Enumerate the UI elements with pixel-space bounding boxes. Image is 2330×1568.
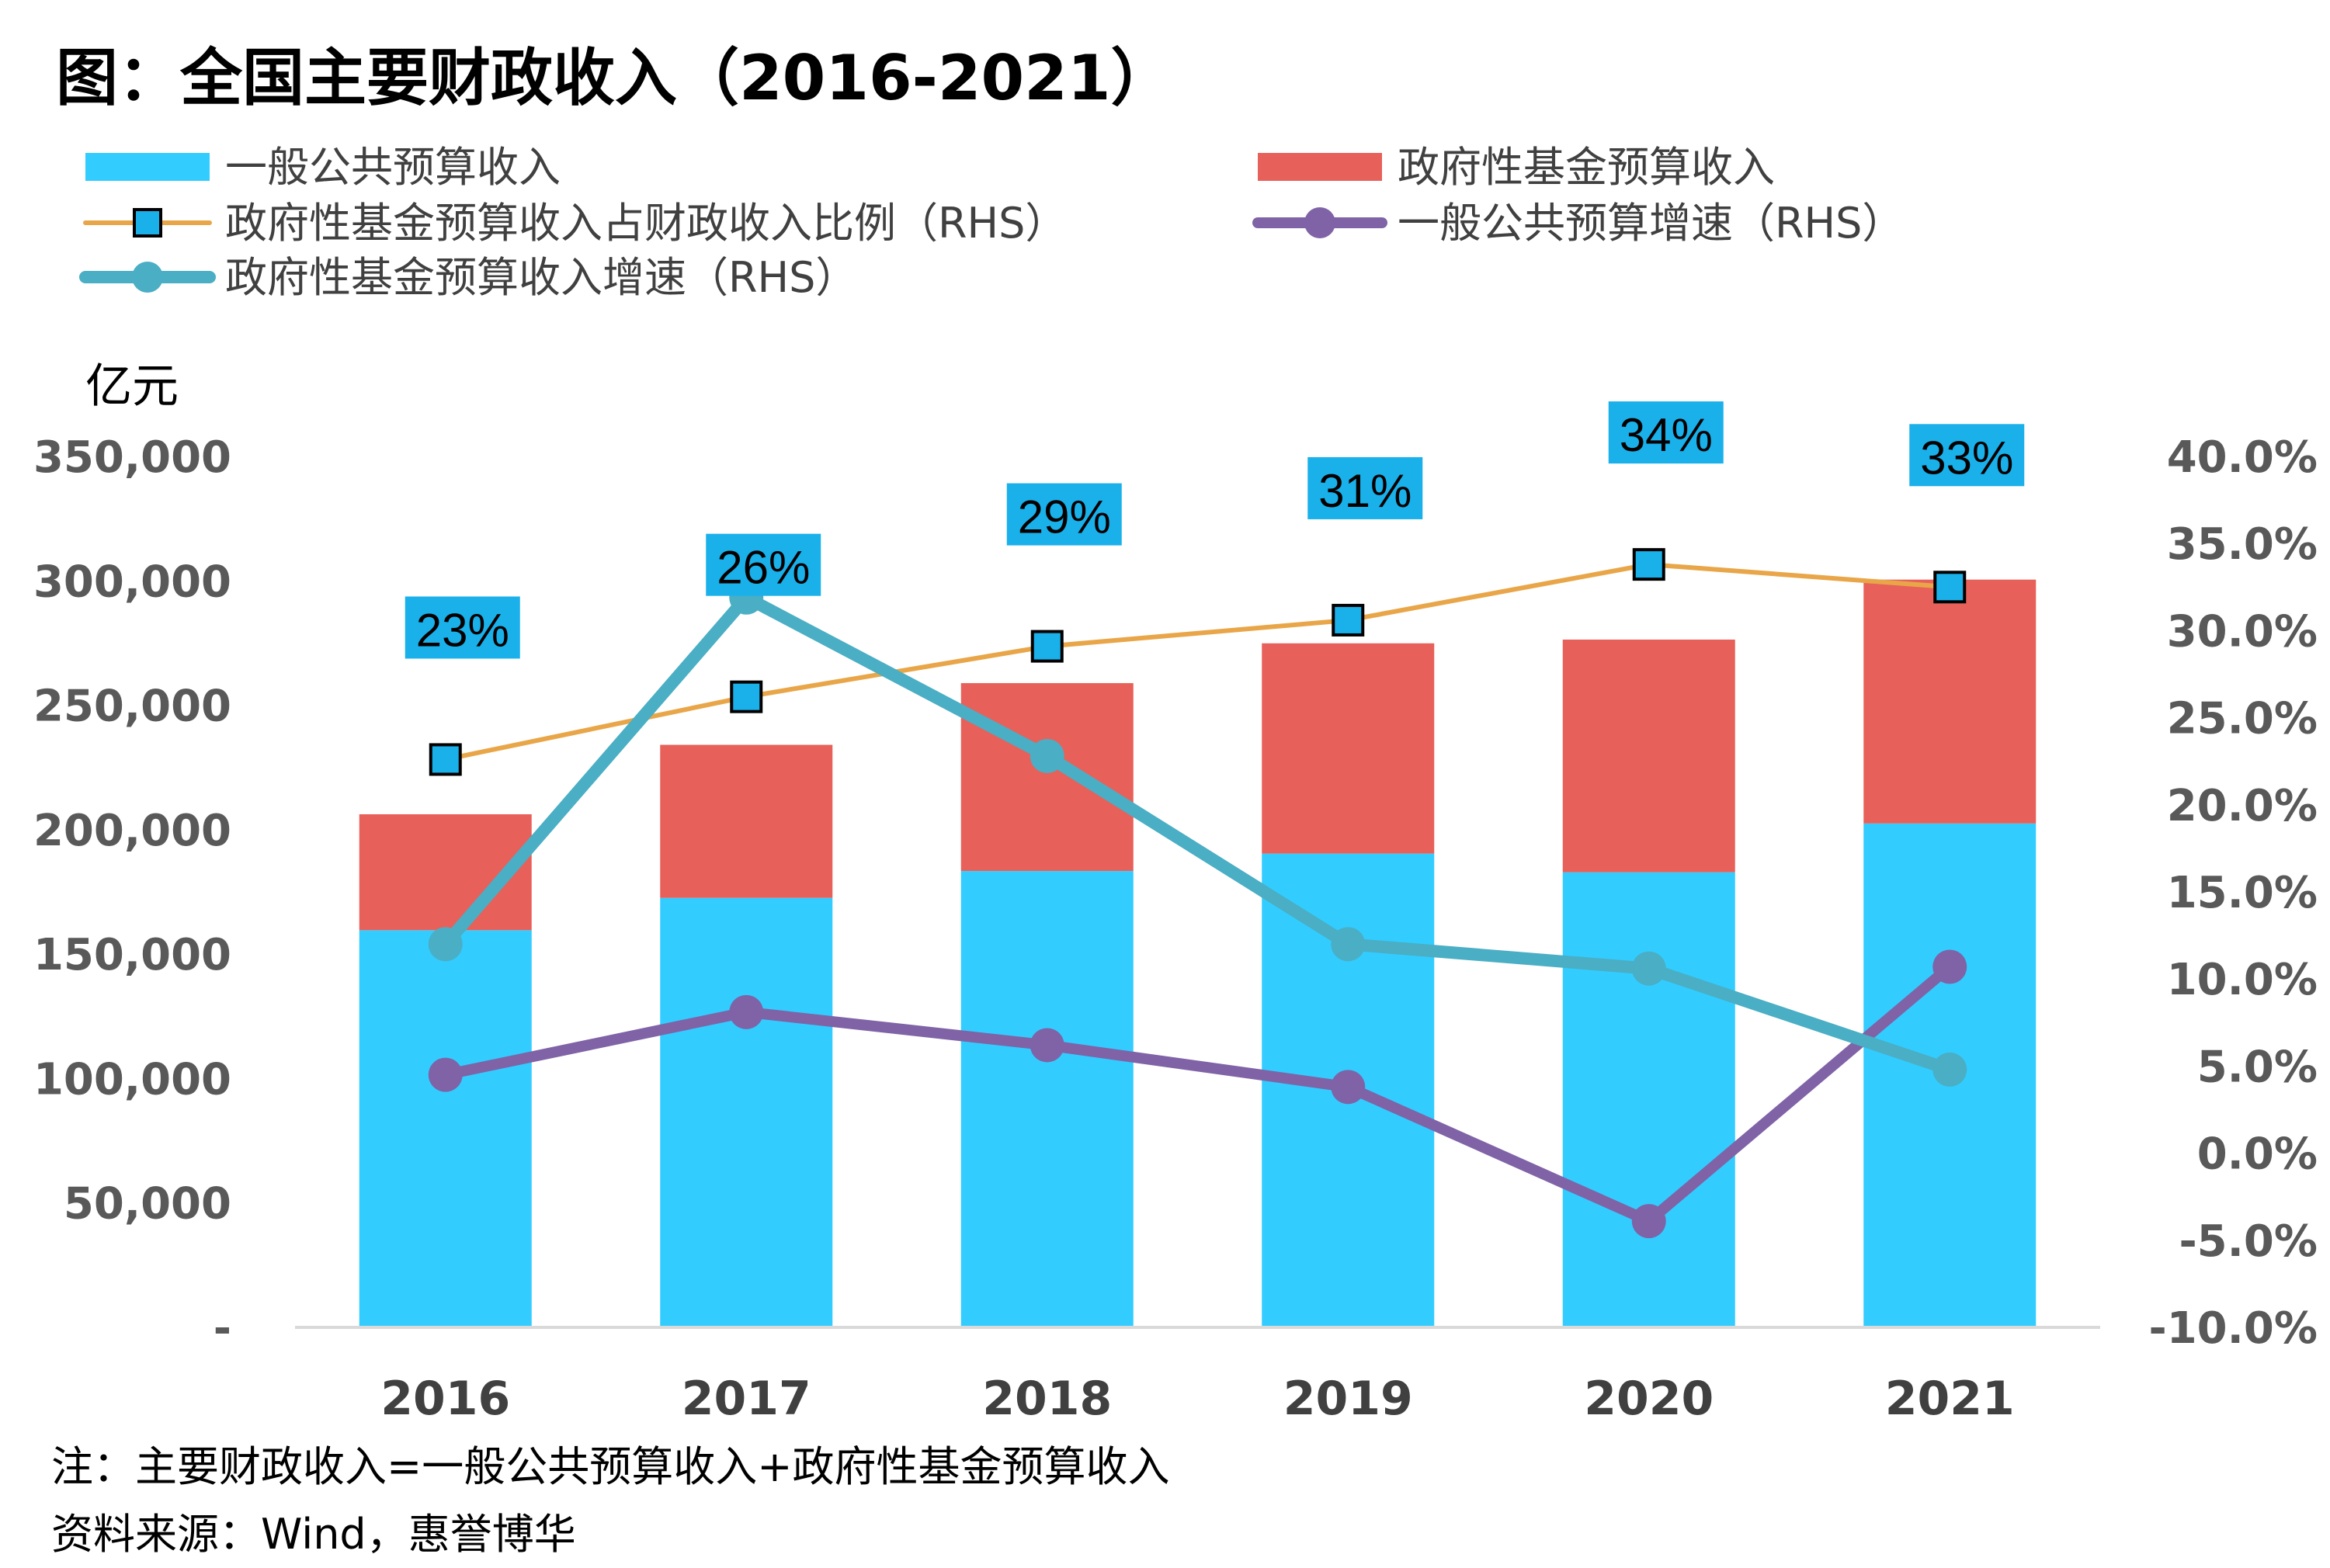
- bar-fund-2017: [660, 744, 833, 898]
- line-series-1: [443, 562, 1953, 762]
- line-point-3-2018: [1030, 738, 1064, 773]
- ratio-label-2018: 29%: [1018, 491, 1111, 543]
- x-tick-label: 2019: [1283, 1372, 1413, 1426]
- ratio-point-2017: [730, 680, 763, 713]
- left-axis-unit: 亿元: [85, 359, 179, 414]
- bar-general-2020: [1562, 872, 1735, 1327]
- line-point-3-2016: [428, 927, 463, 962]
- ratio-label-box-2017: [706, 533, 821, 596]
- left-tick-label: 50,000: [64, 1179, 231, 1230]
- chart-title: 图：全国主要财政收入（2016-2021）: [56, 42, 1173, 114]
- ratio-label-box-2021: [1909, 424, 2025, 487]
- bar-fund-2021: [1863, 579, 2037, 824]
- line-point-2-2019: [1331, 1070, 1366, 1105]
- legend-label: 政府性基金预算收入: [1398, 143, 1775, 192]
- ratio-label-2021: 33%: [1920, 432, 2013, 484]
- ratio-labels: 23% 26% 29% 31% 34% 33%: [405, 401, 2025, 659]
- bar-fund-2018: [960, 683, 1134, 872]
- x-tick-label: 2017: [682, 1372, 811, 1426]
- legend-label: 一般公共预算收入: [225, 143, 561, 192]
- line-point-2-2018: [1030, 1028, 1064, 1063]
- legend-marker: [133, 208, 162, 238]
- ratio-point-2016: [429, 743, 462, 776]
- ratio-label-box-2019: [1307, 456, 1423, 519]
- left-tick-label: 200,000: [33, 806, 231, 856]
- right-tick-label: 15.0%: [2167, 868, 2318, 918]
- legend-item-2: 政府性基金预算收入: [1258, 143, 1775, 192]
- line-point-2-2017: [729, 994, 764, 1029]
- right-tick-label: 20.0%: [2167, 781, 2318, 831]
- line-point-3-2019: [1331, 927, 1366, 962]
- left-tick-label: -: [214, 1303, 231, 1354]
- bar-general-2017: [660, 897, 833, 1327]
- bar-fund-2019: [1262, 643, 1435, 854]
- legend-item-3: 政府性基金预算收入占财政收入比例（RHS）: [83, 199, 1067, 248]
- right-tick-label: -5.0%: [2179, 1216, 2318, 1267]
- source-note: 资料来源：Wind，惠誉博华: [51, 1510, 576, 1559]
- ratio-label-2019: 31%: [1318, 465, 1412, 517]
- x-tick-label: 2016: [380, 1372, 510, 1426]
- line-point-2-2016: [428, 1057, 463, 1092]
- left-tick-label: 100,000: [33, 1054, 231, 1105]
- ratio-label-2017: 26%: [717, 542, 810, 594]
- bar-fund-2020: [1562, 639, 1735, 872]
- legend-marker: [1304, 207, 1335, 238]
- legend-item-1: 一般公共预算收入: [85, 143, 561, 192]
- right-tick-label: 40.0%: [2167, 432, 2318, 483]
- left-tick-label: 250,000: [33, 682, 231, 732]
- ratio-label-box-2018: [1006, 483, 1122, 546]
- x-tick-label: 2018: [982, 1372, 1112, 1426]
- legend-marker: [132, 262, 163, 293]
- ratio-point-2019: [1332, 603, 1365, 637]
- footnote: 注：主要财政收入=一般公共预算收入+政府性基金预算收入: [51, 1442, 1170, 1491]
- ratio-label-box-2016: [405, 596, 520, 659]
- legend-swatch: [1258, 153, 1382, 181]
- right-tick-label: 0.0%: [2197, 1129, 2318, 1180]
- ratio-label-box-2020: [1608, 401, 1724, 464]
- left-tick-label: 300,000: [33, 557, 231, 607]
- right-tick-label: 10.0%: [2167, 955, 2318, 1005]
- right-tick-label: 25.0%: [2167, 694, 2318, 744]
- line-point-3-2021: [1932, 1052, 1967, 1087]
- bar-general-2016: [359, 930, 532, 1327]
- ratio-label-2020: 34%: [1620, 409, 1713, 461]
- bar-general-2018: [960, 871, 1134, 1327]
- legend-swatch: [85, 153, 210, 181]
- right-tick-label: 30.0%: [2167, 606, 2318, 657]
- ratio-point-2020: [1632, 548, 1665, 581]
- ratio-point-2021: [1933, 571, 1967, 604]
- line-series-2: [439, 961, 1956, 1227]
- line-point-2-2020: [1631, 1204, 1666, 1239]
- ratio-point-2018: [1030, 630, 1064, 663]
- legend-item-4: 一般公共预算增速（RHS）: [1252, 199, 1904, 248]
- lines: [428, 548, 1967, 1239]
- legend-label: 政府性基金预算收入占财政收入比例（RHS）: [225, 199, 1067, 248]
- axes: - 50,000 100,000 150,000 200,000 250,000 300,0…: [33, 432, 2318, 1426]
- legend-label: 一般公共预算增速（RHS）: [1398, 199, 1904, 248]
- ratio-label-2016: 23%: [416, 604, 509, 656]
- legend-label: 政府性基金预算收入增速（RHS）: [225, 253, 857, 302]
- x-tick-label: 2021: [1885, 1372, 2015, 1426]
- line-point-3-2020: [1631, 951, 1666, 986]
- right-tick-label: 5.0%: [2197, 1042, 2318, 1092]
- line-series-3: [439, 591, 1957, 1076]
- line-point-2-2021: [1932, 949, 1967, 984]
- bars: [359, 579, 2037, 1327]
- left-tick-label: 350,000: [33, 432, 231, 483]
- legend-item-5: 政府性基金预算收入增速（RHS）: [79, 253, 857, 302]
- right-tick-label: 35.0%: [2167, 519, 2318, 570]
- right-tick-label: -10.0%: [2148, 1303, 2318, 1354]
- x-tick-label: 2020: [1584, 1372, 1714, 1426]
- left-tick-label: 150,000: [33, 930, 231, 980]
